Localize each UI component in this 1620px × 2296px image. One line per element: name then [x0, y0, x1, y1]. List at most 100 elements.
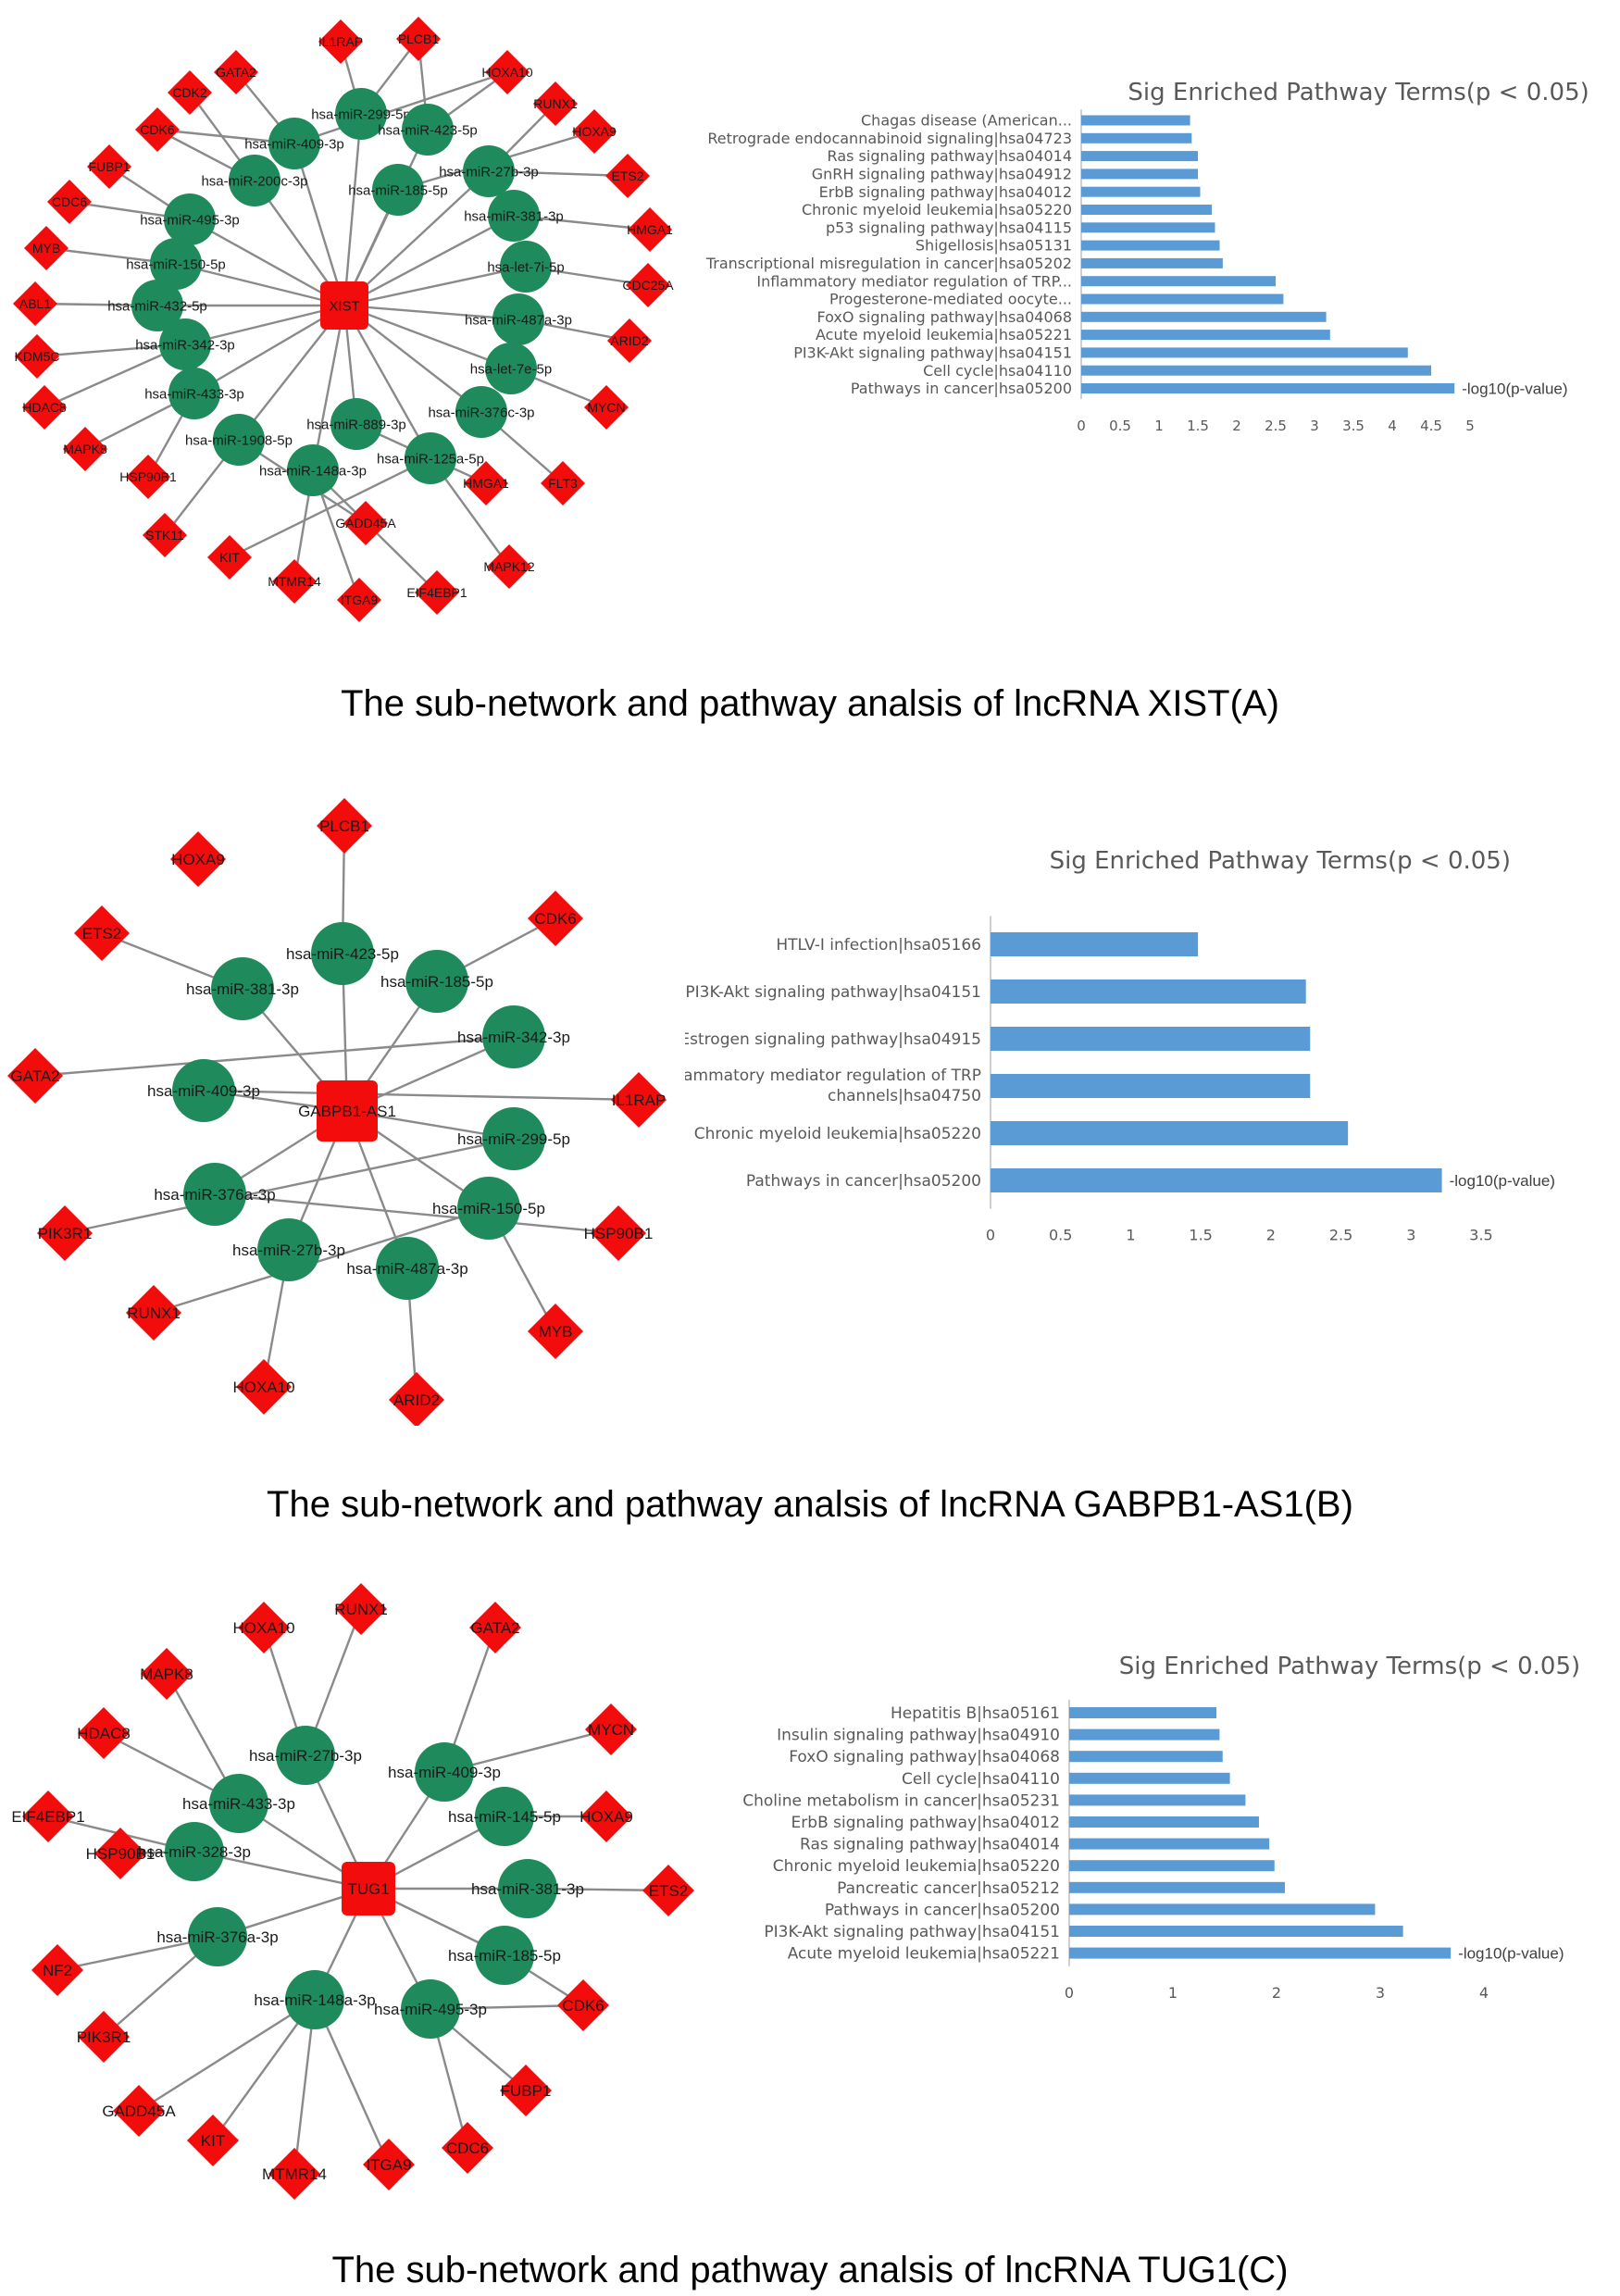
bar-estrogen-signaling-pathway-hsa04915: [991, 1027, 1311, 1051]
gene-node-arid2: [389, 1372, 444, 1426]
bar-shigellosis-hsa05131: [1081, 240, 1220, 251]
caption-b: The sub-network and pathway analsis of l…: [267, 1484, 1353, 1525]
gene-node-pik3r1: [37, 1205, 93, 1261]
gene-node-cdk6: [557, 1979, 609, 2031]
mirna-node-hsa-mir-150-5p: [457, 1177, 520, 1240]
mirna-node-hsa-mir-185-5p: [372, 164, 424, 216]
mirna-node-hsa-mir-423-5p: [402, 104, 454, 156]
x-tick-label: 4: [1388, 418, 1397, 434]
mirna-label: hsa-miR-200c-3p: [201, 173, 307, 189]
chart-b: Sig Enriched Pathway Terms(p < 0.05) HTLV…: [685, 847, 1555, 1244]
gene-label: ARID2: [393, 1391, 440, 1409]
gene-label: ETS2: [82, 925, 122, 942]
series-label: -log10(p-value): [1450, 1172, 1555, 1190]
network-edge: [229, 456, 431, 559]
gene-node-hsp90b1: [591, 1205, 646, 1261]
gene-label: GADD45A: [335, 516, 396, 530]
gene-label: CDC25A: [622, 278, 674, 293]
gene-node-ets2: [74, 905, 130, 961]
gene-node-gata2: [214, 50, 258, 94]
gene-node-kdm5c: [15, 334, 59, 379]
gene-label: GATA2: [10, 1067, 59, 1085]
bar-inflammatory-mediator-regulation-of-trp-channels-hsa04750: [991, 1074, 1311, 1098]
network-edge: [343, 214, 515, 307]
category-label: Acute myeloid leukemia|hsa05221: [788, 1945, 1060, 1964]
mirna-label: hsa-miR-27b-3p: [439, 164, 539, 180]
lncrna-hub-label: XIST: [329, 298, 359, 314]
x-tick-label: 0: [986, 1227, 995, 1244]
gene-label: KIT: [219, 550, 240, 565]
mirna-label: hsa-miR-889-3p: [306, 417, 406, 432]
gene-label: HOXA10: [232, 1379, 294, 1396]
category-label: GnRH signaling pathway|hsa04912: [812, 166, 1072, 183]
gene-label: MAPK8: [63, 442, 107, 456]
mirna-node-hsa-mir-495-3p: [401, 1979, 460, 2039]
gene-label: HMGA1: [463, 476, 509, 491]
bar-inflammatory-mediator-regulation-of-trp: [1081, 276, 1276, 287]
bar-gnrh-signaling-pathway-hsa04912: [1081, 168, 1198, 180]
category-label: Chronic myeloid leukemia|hsa05220: [694, 1125, 981, 1143]
x-tick-label: 2.5: [1265, 418, 1287, 434]
mirna-label: hsa-miR-409-3p: [244, 136, 344, 152]
x-tick-label: 0: [1065, 1984, 1074, 2002]
mirna-label: hsa-miR-185-5p: [380, 973, 493, 991]
gene-node-pik3r1: [78, 2011, 130, 2063]
gene-node-cdk6: [528, 891, 583, 946]
gene-label: EIF4EBP1: [11, 1808, 84, 1826]
lncrna-hub-node: [317, 1080, 378, 1142]
mirna-node-hsa-mir-409-3p: [268, 118, 320, 169]
gene-label: HSP90B1: [584, 1225, 654, 1242]
mirna-node-hsa-mir-376a-3p: [188, 1907, 247, 1966]
category-label: Pathways in cancer|hsa05200: [746, 1172, 981, 1191]
mirna-label: hsa-miR-423-5p: [378, 122, 478, 138]
gene-node-gadd45a: [113, 2085, 165, 2137]
x-tick-label: 4: [1479, 1984, 1489, 2002]
gene-node-mapk8: [63, 427, 107, 471]
network-edge: [34, 1035, 515, 1078]
mirna-node-hsa-mir-342-3p: [159, 318, 211, 370]
gene-label: PLCB1: [319, 817, 369, 835]
network-edge: [214, 1192, 619, 1235]
x-tick-label: 0: [1077, 418, 1086, 434]
gene-label: MAPK8: [140, 1666, 193, 1683]
category-label: Transcriptional misregulation in cancer|…: [705, 255, 1072, 272]
gene-node-nf2: [31, 1944, 83, 1996]
gene-node-flt3: [541, 461, 585, 505]
bar-foxo-signaling-pathway-hsa04068: [1081, 311, 1327, 322]
bar-insulin-signaling-pathway-hsa04910: [1069, 1728, 1220, 1741]
bar-progesterone-mediated-oocyte: [1081, 293, 1284, 305]
mirna-label: hsa-miR-1908-5p: [185, 432, 293, 448]
category-label: Choline metabolism in cancer|hsa05231: [742, 1791, 1060, 1810]
series-label: -log10(p-value): [1458, 1945, 1564, 1963]
mirna-node-hsa-mir-432-5p: [131, 280, 183, 331]
category-label: Hepatitis B|hsa05161: [891, 1704, 1060, 1723]
mirna-node-hsa-mir-342-3p: [482, 1005, 545, 1068]
network-edge: [343, 265, 527, 307]
mirna-label: hsa-miR-342-3p: [457, 1029, 570, 1046]
bar-chronic-myeloid-leukemia-hsa05220: [1069, 1860, 1275, 1872]
bar-cell-cycle-hsa04110: [1069, 1772, 1230, 1784]
bar-pi3k-akt-signaling-pathway-hsa04151: [1069, 1926, 1403, 1937]
mirna-node-hsa-mir-487a-3p: [492, 293, 544, 345]
network-edge: [153, 1206, 490, 1315]
gene-node-mycn: [585, 1703, 637, 1755]
gene-label: HMGA1: [627, 222, 673, 237]
series-label: -log10(p-value): [1462, 381, 1567, 398]
category-label: Pathways in cancer|hsa05200: [825, 1901, 1060, 1919]
gene-label: HDAC8: [77, 1725, 131, 1742]
mirna-label: hsa-miR-487a-3p: [465, 312, 572, 328]
gene-label: CDC6: [446, 2140, 489, 2157]
category-label: p53 signaling pathway|hsa04115: [826, 218, 1072, 236]
bar-ras-signaling-pathway-hsa04014: [1069, 1838, 1270, 1850]
mirna-label: hsa-miR-125a-5p: [377, 451, 484, 467]
mirna-node-hsa-mir-433-3p: [209, 1774, 268, 1833]
gene-label: CDK2: [172, 85, 207, 100]
mirna-node-hsa-mir-487a-3p: [376, 1237, 439, 1300]
mirna-node-hsa-mir-148a-3p: [285, 1970, 344, 2029]
mirna-label: hsa-miR-150-5p: [126, 256, 226, 272]
network-edge: [203, 1089, 640, 1102]
gene-label: ABL1: [19, 296, 51, 311]
mirna-node-hsa-mir-376c-3p: [455, 386, 507, 438]
gene-label: STK11: [145, 528, 184, 543]
mirna-label: hsa-miR-381-3p: [471, 1880, 584, 1898]
